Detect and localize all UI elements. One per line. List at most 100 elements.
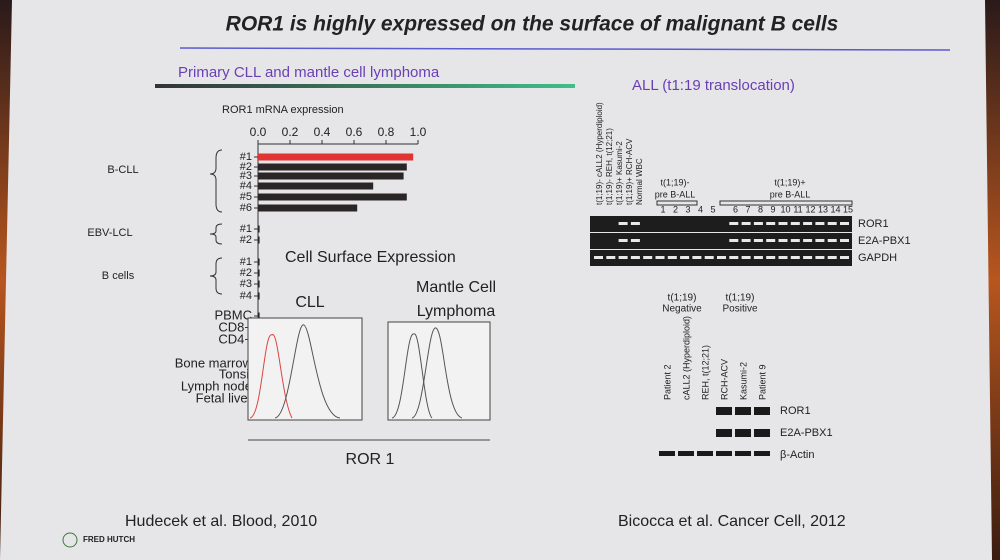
- panel-title: CLL: [295, 294, 324, 311]
- row-label: #1: [240, 256, 252, 268]
- blot-band: [678, 451, 694, 456]
- axis-label: ROR 1: [346, 451, 395, 468]
- lane-number: 10: [780, 204, 790, 214]
- bracket: [656, 200, 698, 206]
- gel-band: [815, 239, 825, 242]
- row-label: #3: [240, 278, 252, 290]
- lane-number: 11: [793, 204, 802, 214]
- gel-band: [840, 222, 849, 225]
- lane-label: t(1;19)+ RCH-ACV: [625, 138, 634, 205]
- gel-band: [815, 222, 825, 225]
- gel-strip: [590, 233, 852, 249]
- gel-band: [827, 222, 837, 225]
- blot-band: [716, 407, 732, 415]
- row-label: #6: [240, 202, 252, 214]
- pcr-gel: t(1;19)- cALL2 (Hyperdiploid) t(1;19)- RE…: [590, 102, 911, 266]
- gel-band: [827, 256, 837, 259]
- lane-number: 13: [818, 204, 828, 214]
- row-label: #2: [240, 234, 252, 246]
- x-tick-label: 1.0: [410, 125, 427, 139]
- bar: [258, 182, 374, 190]
- section-heading: ALL (t1:19 translocation): [632, 77, 795, 94]
- gel-band: [729, 239, 739, 242]
- row-label: Lymph node: [181, 378, 252, 393]
- gel-band: [778, 239, 788, 242]
- panel-title: Mantle Cell: [416, 279, 496, 296]
- x-tick-label: 0.4: [314, 125, 331, 139]
- group-label: B-CLL: [107, 164, 138, 176]
- group-label: pre B-ALL: [655, 189, 696, 199]
- lane-number: 7: [745, 204, 750, 214]
- lane-number: 4: [698, 204, 703, 214]
- histogram-curve: [274, 324, 341, 419]
- gel-band: [790, 256, 800, 259]
- lane-number: 5: [710, 204, 715, 214]
- gel-band: [741, 256, 751, 259]
- gel-strip: [590, 216, 852, 232]
- bar: [258, 312, 260, 320]
- row-label: ROR1: [858, 218, 889, 230]
- citation: Hudecek et al. Blood, 2010: [125, 513, 317, 530]
- bar: [258, 225, 260, 233]
- bar: [258, 193, 407, 201]
- section-rule: [155, 84, 575, 88]
- group-label: t(1;19)-: [660, 177, 689, 187]
- gel-band: [815, 256, 825, 259]
- gel-band: [594, 256, 603, 259]
- lane-label: REH, t(12;21): [700, 345, 710, 400]
- row-label: Tonsil: [219, 366, 252, 381]
- gel-band: [840, 256, 849, 259]
- row-label: #1: [240, 151, 252, 163]
- gel-band: [766, 222, 776, 225]
- blot-band: [735, 451, 751, 456]
- gel-band: [753, 256, 763, 259]
- x-tick-label: 0.8: [378, 125, 395, 139]
- gel-band: [729, 256, 739, 259]
- gel-band: [803, 222, 813, 225]
- group-label: Positive: [722, 304, 757, 315]
- brace: [209, 149, 223, 213]
- gel-band: [618, 222, 628, 225]
- blot-band: [754, 407, 770, 415]
- section-heading: Primary CLL and mantle cell lymphoma: [178, 64, 440, 81]
- gel-band: [618, 239, 628, 242]
- group-label: t(1;19): [668, 293, 697, 304]
- blot-band: [754, 451, 770, 456]
- row-label: GAPDH: [858, 252, 897, 264]
- row-label: ROR1: [780, 405, 811, 417]
- group-label: t(1;19): [726, 293, 755, 304]
- gel-band: [778, 222, 788, 225]
- gel-band: [840, 239, 849, 242]
- lane-label: t(1;19)+ Kasumi-2: [615, 141, 624, 205]
- gel-band: [655, 256, 665, 259]
- row-label: PBMC: [214, 307, 252, 322]
- gel-band: [741, 222, 751, 225]
- x-tick-label: 0.2: [282, 125, 299, 139]
- gel-band: [753, 239, 763, 242]
- blot-band: [716, 429, 732, 437]
- blot-band: [735, 429, 751, 437]
- bar: [258, 269, 260, 277]
- bar: [258, 258, 260, 266]
- lane-label: RCH-ACV: [719, 359, 729, 400]
- blot-band: [754, 429, 770, 437]
- logo: FRED HUTCH: [83, 535, 135, 544]
- gel-band: [766, 239, 776, 242]
- bar: [258, 280, 260, 288]
- histogram-panel: [387, 321, 491, 421]
- histogram-curve: [411, 327, 463, 419]
- brace: [209, 223, 223, 245]
- row-label: E2A-PBX1: [780, 427, 833, 439]
- lane-number: 15: [843, 204, 853, 214]
- gel-band: [717, 256, 726, 259]
- gel-band: [778, 256, 788, 259]
- lane-number: 6: [733, 204, 738, 214]
- lane-number: 1: [660, 204, 665, 214]
- x-tick-label: 0.0: [250, 125, 267, 139]
- row-label: Fetal liver: [196, 390, 253, 405]
- lane-number: 14: [830, 204, 840, 214]
- flow-heading: Cell Surface Expression: [285, 249, 456, 266]
